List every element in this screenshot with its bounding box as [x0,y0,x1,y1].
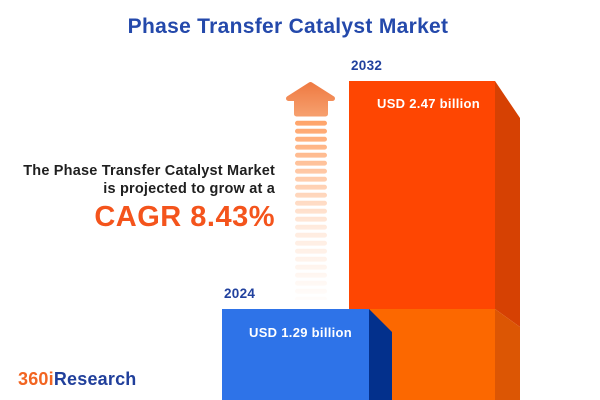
annotation-line-1: The Phase Transfer Catalyst Market [23,163,275,179]
logo-prefix: 360i [18,369,54,389]
bar-2032-side-baseline-segment [495,309,520,400]
cagr-value: CAGR 8.43% [94,201,275,234]
growth-arrow-icon [286,82,335,302]
bar-2024-front [222,309,369,400]
arrow-fade-overlay [293,118,331,302]
annotation-line-2: is projected to grow at a [103,181,275,198]
bar-2032-side-upper [495,81,520,327]
value-label-2024: USD 1.29 billion [249,325,353,340]
bar-2032-front-upper [349,81,495,309]
value-label-2032: USD 2.47 billion [377,96,481,111]
chart-title: Phase Transfer Catalyst Market [127,15,449,38]
bar-2024-side [369,309,392,400]
logo-suffix: Research [53,369,137,389]
arrow-head [286,82,335,117]
year-label-2032: 2032 [351,58,383,73]
logo-360iresearch: 360iResearch [18,369,137,390]
year-label-2024: 2024 [224,286,256,301]
annotation-block: The Phase Transfer Catalyst Market is pr… [23,162,275,234]
